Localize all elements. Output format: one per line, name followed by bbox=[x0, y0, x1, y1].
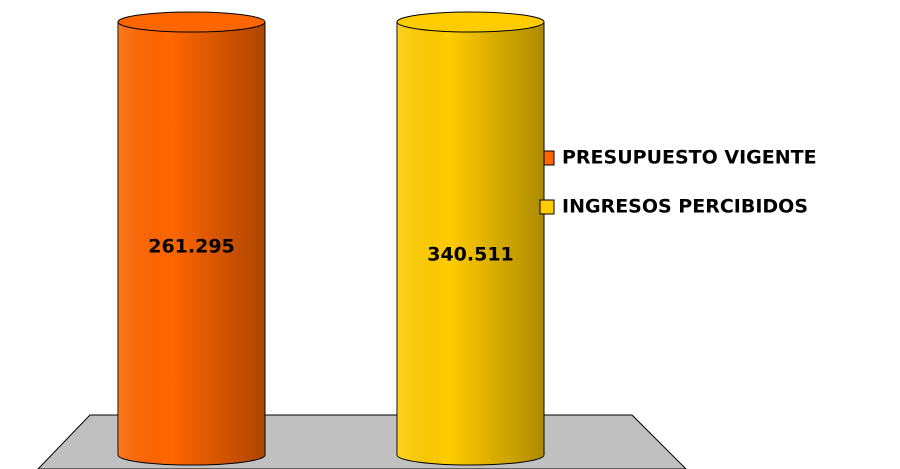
shade bbox=[118, 22, 265, 465]
legend-swatch bbox=[539, 199, 555, 215]
value-label: 261.295 bbox=[148, 236, 235, 258]
shade bbox=[397, 22, 544, 465]
cylinder-top bbox=[117, 11, 266, 33]
legend-label: INGRESOS PERCIBIDOS bbox=[562, 196, 808, 218]
value-label: 340.511 bbox=[427, 244, 514, 266]
cylinder-top bbox=[396, 11, 545, 33]
legend-label: PRESUPUESTO VIGENTE bbox=[562, 147, 817, 169]
